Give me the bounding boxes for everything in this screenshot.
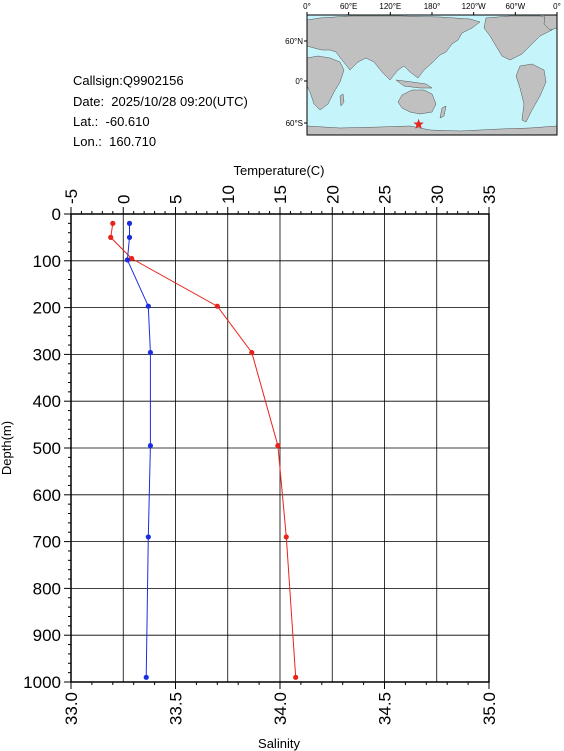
lat-text: Lat.: -60.610 xyxy=(73,114,150,129)
depth-tick-label: 800 xyxy=(33,579,61,598)
salinity-data-point xyxy=(126,220,133,226)
temperature-data-point xyxy=(275,443,281,449)
temperature-tick-label: 0 xyxy=(114,195,133,204)
temperature-data-point xyxy=(283,534,289,540)
salinity-axis-title: Salinity xyxy=(258,736,300,751)
salinity-data-point xyxy=(143,674,149,680)
map-lat-label: 60°N xyxy=(285,37,303,46)
map-lon-label: 180° xyxy=(424,2,441,11)
temperature-tick-label: 15 xyxy=(271,185,290,204)
map-graticule xyxy=(304,12,558,124)
salinity-tick-label: 33.0 xyxy=(62,692,81,725)
temperature-data-point xyxy=(129,255,135,262)
land-madagascar xyxy=(339,93,345,107)
temperature-tick-label: 25 xyxy=(376,185,395,204)
land-africa xyxy=(307,55,345,111)
chart-grid xyxy=(70,213,490,683)
map-lon-label: 60°W xyxy=(506,2,526,11)
temperature-profile-line xyxy=(110,223,297,678)
map-lon-label: 0° xyxy=(553,2,561,11)
land-north-america xyxy=(483,15,557,61)
temperature-tick-label: 30 xyxy=(428,185,447,204)
map-lon-label: 120°W xyxy=(462,2,487,11)
salinity-tick-label: 34.5 xyxy=(376,692,395,725)
temperature-tick-label: 20 xyxy=(323,185,342,204)
temperature-tick-label: 5 xyxy=(167,195,186,204)
salinity-data-point xyxy=(124,257,131,263)
temperature-data-point xyxy=(110,220,116,226)
depth-tick-label: 700 xyxy=(33,533,61,552)
station-star-icon xyxy=(413,118,424,129)
map-lon-label: 60°E xyxy=(340,2,357,11)
depth-tick-label: 1000 xyxy=(23,673,61,692)
temperature-data-point xyxy=(293,674,299,680)
temperature-data-point xyxy=(108,234,114,240)
depth-tick-label: 600 xyxy=(33,486,61,505)
map-land xyxy=(307,15,557,135)
land-greenland xyxy=(543,15,557,31)
temperature-axis-title: Temperature(C) xyxy=(233,163,324,178)
salinity-data-point xyxy=(145,534,151,540)
map-lon-label: 0° xyxy=(303,2,311,11)
temperature-tick-label: -5 xyxy=(62,189,81,204)
depth-tick-label: 100 xyxy=(33,252,61,271)
depth-tick-label: 200 xyxy=(33,299,61,318)
depth-tick-label: 0 xyxy=(52,205,61,224)
salinity-data-point xyxy=(147,443,154,449)
temperature-tick-label: 10 xyxy=(219,185,238,204)
tick-marks xyxy=(64,207,490,689)
map-lat-label: 60°S xyxy=(286,119,303,128)
depth-tick-label: 400 xyxy=(33,392,61,411)
salinity-tick-label: 35.0 xyxy=(480,692,499,725)
salinity-tick-label: 33.5 xyxy=(167,692,186,725)
map-lon-label: 120°E xyxy=(379,2,401,11)
land-eurasia xyxy=(307,15,481,81)
depth-axis-title: Depth(m) xyxy=(0,421,14,475)
temperature-tick-label: 35 xyxy=(480,185,499,204)
temperature-data-point xyxy=(249,349,255,356)
depth-tick-label: 500 xyxy=(33,439,61,458)
salinity-data-point xyxy=(147,349,154,356)
land-indonesia xyxy=(395,79,433,89)
depth-tick-label: 300 xyxy=(33,345,61,364)
date-text: Date: 2025/10/28 09:20(UTC) xyxy=(73,94,248,109)
land-south-america xyxy=(515,63,547,123)
temperature-data-point xyxy=(214,303,220,309)
depth-tick-label: 900 xyxy=(33,626,61,645)
salinity-data-point xyxy=(145,303,151,309)
land-australia xyxy=(397,89,437,115)
salinity-profile-line xyxy=(126,223,151,678)
salinity-tick-label: 34.0 xyxy=(271,692,290,725)
lon-text: Lon.: 160.710 xyxy=(73,134,157,149)
land-antarctica xyxy=(307,125,557,135)
map-lat-label: 0° xyxy=(295,77,303,86)
callsign-text: Callsign:Q9902156 xyxy=(73,73,184,88)
land-new-zealand xyxy=(439,105,447,119)
salinity-data-point xyxy=(126,234,133,240)
